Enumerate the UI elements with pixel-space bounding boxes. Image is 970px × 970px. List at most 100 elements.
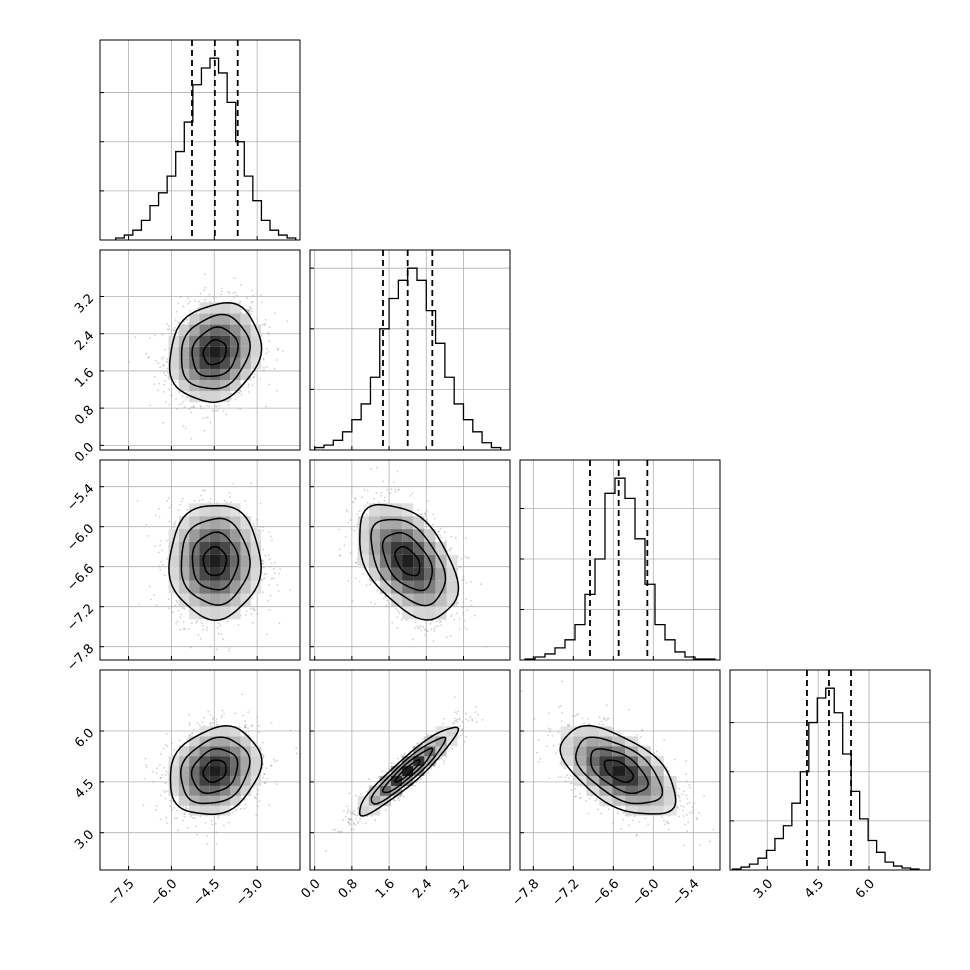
scatter-point	[370, 601, 372, 604]
density-cell	[220, 503, 231, 517]
density-cell	[240, 335, 251, 347]
scatter-point	[349, 552, 352, 554]
scatter-point	[208, 300, 211, 303]
density-cell	[413, 516, 425, 530]
scatter-point	[450, 535, 453, 538]
scatter-point	[414, 621, 417, 624]
density-cell	[435, 567, 447, 581]
density-cell	[250, 324, 262, 336]
scatter-point	[213, 409, 216, 412]
scatter-point	[429, 622, 432, 625]
scatter-point	[465, 581, 468, 584]
scatter-point	[196, 620, 199, 622]
scatter-point	[220, 633, 223, 636]
scatter-point	[202, 417, 204, 419]
scatter-point	[274, 561, 276, 564]
scatter-point	[384, 595, 387, 598]
scatter-point	[432, 640, 435, 642]
panel-frame	[99, 459, 301, 661]
scatter-point	[167, 360, 170, 363]
scatter-point	[180, 296, 182, 298]
scatter-point	[159, 818, 162, 821]
scatter-point	[171, 809, 174, 811]
scatter-point	[268, 340, 271, 343]
scatter-point	[176, 809, 179, 812]
scatter-point	[252, 621, 254, 624]
scatter-point	[186, 509, 189, 511]
scatter-point	[251, 289, 254, 292]
scatter-point	[397, 489, 399, 491]
scatter-point	[261, 559, 264, 561]
scatter-point	[264, 322, 267, 325]
scatter-point	[164, 349, 167, 351]
density-cell	[189, 324, 200, 336]
scatter-point	[251, 300, 254, 303]
density-cell	[250, 529, 262, 542]
scatter-point	[183, 815, 186, 818]
density-cell	[250, 346, 262, 358]
density-cell	[379, 529, 392, 542]
scatter-point	[433, 630, 436, 633]
scatter-point	[466, 557, 469, 560]
scatter-point	[248, 305, 251, 308]
scatter-point	[159, 544, 162, 547]
density-cell	[220, 593, 231, 607]
scatter-point	[265, 633, 268, 636]
scatter-point	[165, 539, 168, 542]
scatter-point	[227, 291, 230, 293]
scatter-point	[190, 622, 193, 625]
density-cell	[240, 593, 251, 607]
scatter-point	[233, 277, 236, 280]
scatter-point	[221, 290, 224, 293]
scatter-point	[239, 408, 242, 410]
scatter-point	[465, 628, 468, 630]
scatter-point	[440, 620, 442, 623]
density-cell	[391, 503, 403, 517]
scatter-point	[206, 404, 208, 407]
density-cell	[379, 503, 392, 517]
scatter-point	[391, 621, 394, 624]
scatter-point	[380, 491, 383, 494]
density-cell	[199, 324, 210, 336]
scatter-point	[180, 613, 183, 616]
scatter-point	[485, 645, 488, 648]
scatter-point	[159, 366, 162, 368]
scatter-point	[467, 556, 470, 559]
scatter-point	[177, 321, 180, 324]
scatter-point	[339, 554, 342, 556]
scatter-point	[263, 324, 266, 326]
scatter-point	[424, 628, 426, 631]
density-cell	[168, 368, 179, 381]
scatter-point	[382, 480, 385, 483]
density-cell	[178, 541, 190, 555]
scatter-point	[184, 427, 187, 430]
density-cell	[168, 346, 179, 358]
scatter-point	[450, 615, 453, 618]
scatter-point	[175, 310, 178, 313]
scatter-point	[394, 488, 396, 491]
scatter-point	[338, 555, 341, 557]
scatter-point	[432, 523, 434, 526]
scatter-point	[178, 403, 181, 406]
scatter-point	[167, 497, 170, 499]
scatter-point	[253, 609, 256, 612]
scatter-point	[230, 398, 233, 400]
scatter-point	[416, 625, 419, 628]
scatter-point	[414, 627, 416, 629]
contour-3	[168, 301, 263, 403]
density-cell	[446, 567, 458, 581]
density-cell	[379, 541, 392, 555]
density-cell	[199, 503, 210, 517]
scatter-point	[215, 410, 218, 412]
scatter-point	[203, 289, 206, 292]
scatter-point	[205, 629, 208, 632]
scatter-point	[273, 312, 276, 315]
scatter-point	[259, 525, 261, 528]
scatter-point	[204, 821, 207, 824]
scatter-point	[383, 499, 386, 502]
density-cell	[250, 567, 262, 581]
scatter-point	[194, 299, 197, 302]
density-cell	[230, 335, 241, 347]
density-cell	[209, 335, 220, 347]
scatter-point	[187, 396, 189, 399]
